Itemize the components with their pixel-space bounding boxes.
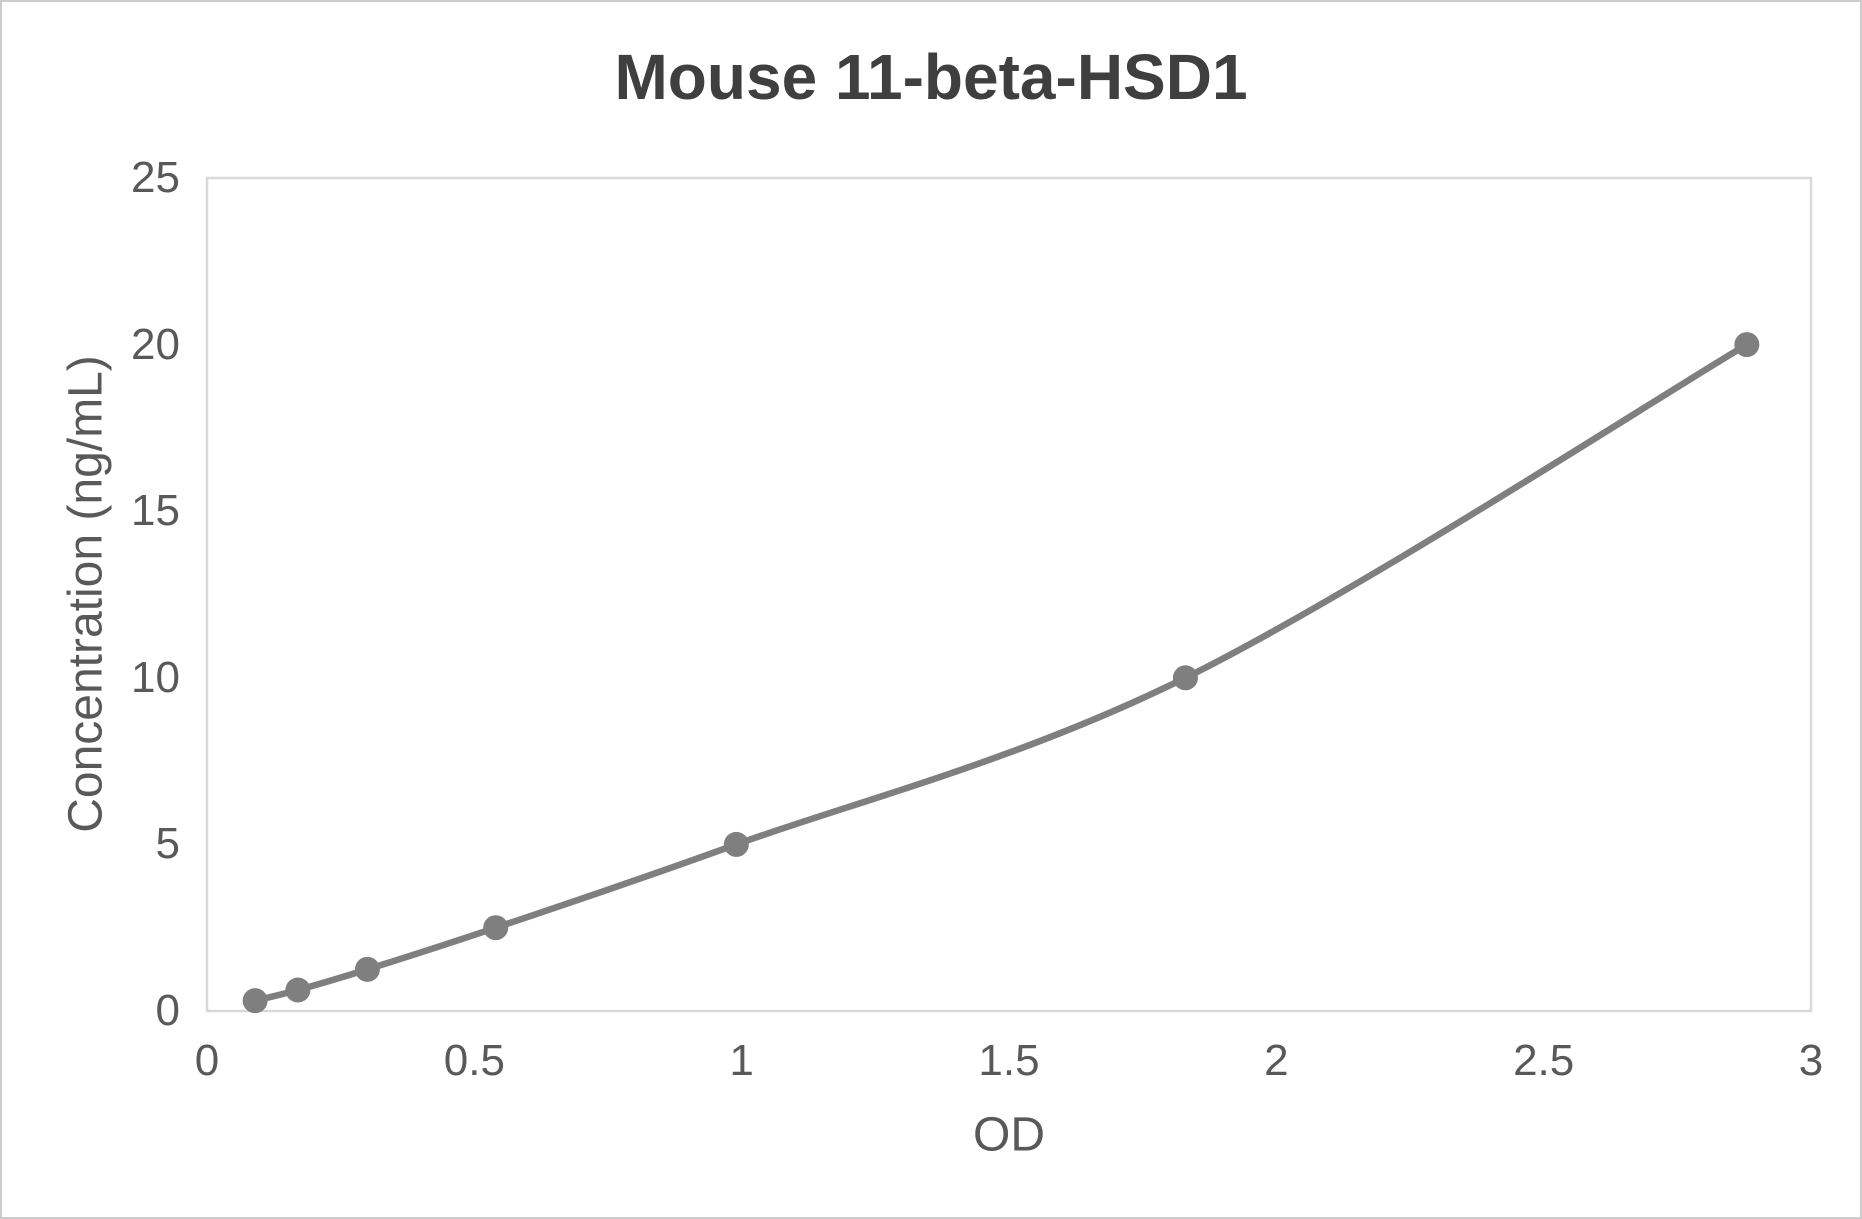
y-axis-tick-label: 10 <box>131 652 180 702</box>
data-point-marker <box>1734 332 1760 358</box>
series-markers <box>242 332 1760 1014</box>
x-axis-tick-label: 2.5 <box>1513 1036 1575 1085</box>
y-axis-tick-label: 15 <box>131 486 180 536</box>
x-axis-tick-label: 1.5 <box>978 1036 1040 1085</box>
series-line <box>251 341 1751 1004</box>
x-axis-tick-label: 1 <box>729 1036 754 1085</box>
y-axis-tick-label: 25 <box>131 153 180 202</box>
data-point-marker <box>483 915 509 941</box>
x-axis-tick-label: 0 <box>194 1036 220 1085</box>
x-axis-title: OD <box>973 1108 1045 1162</box>
data-point-marker <box>285 977 311 1003</box>
data-point-marker <box>354 956 380 982</box>
plot-border <box>205 176 1813 1013</box>
y-axis-tick-label: 20 <box>131 319 180 369</box>
y-axis-tick-label: 0 <box>155 986 180 1035</box>
chart-title: Mouse 11-beta-HSD1 <box>614 41 1248 113</box>
data-point-marker <box>242 988 268 1014</box>
x-axis-tick-label: 3 <box>1798 1036 1824 1085</box>
x-axis-tick-label: 2 <box>1264 1036 1289 1085</box>
y-axis-tick-label: 5 <box>155 819 180 869</box>
y-axis-title: Concentration (ng/mL) <box>59 355 113 833</box>
data-point-marker <box>723 831 749 857</box>
data-point-marker <box>1172 665 1198 691</box>
x-axis-tick-label: 0.5 <box>443 1036 505 1085</box>
